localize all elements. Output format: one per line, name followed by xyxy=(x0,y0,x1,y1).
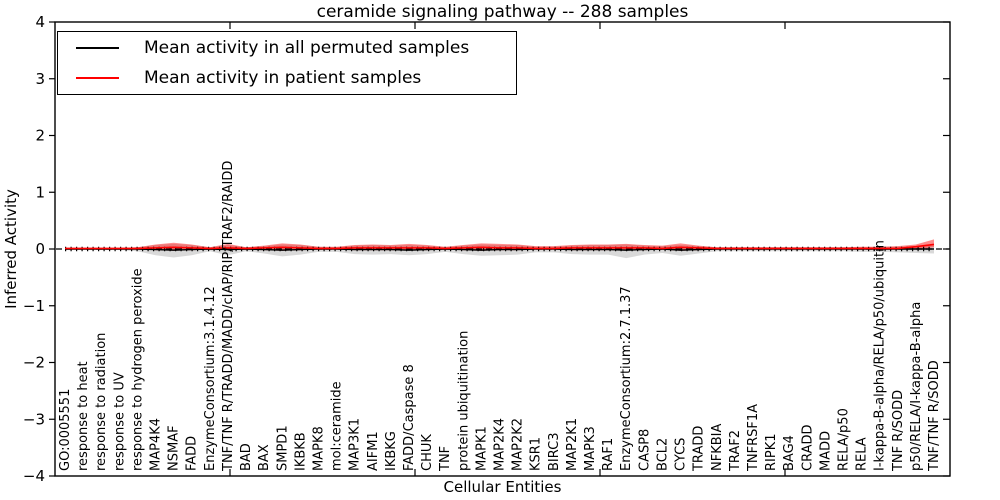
x-tick-label: response to radiation xyxy=(94,333,109,471)
x-tick-label: MAP2K1 xyxy=(565,418,580,471)
x-axis-title: Cellular Entities xyxy=(443,478,562,496)
x-tick-label: NFKBIA xyxy=(710,424,725,471)
x-tick-label: NSMAF xyxy=(167,425,182,471)
x-tick-label: TRADD xyxy=(692,426,707,472)
x-tick-label: BCL2 xyxy=(655,438,670,471)
x-tick-label: MAPK8 xyxy=(311,426,326,471)
x-tick-label: FADD/Caspase 8 xyxy=(402,364,417,471)
x-tick-label: protein ubiquitination xyxy=(456,331,471,471)
y-tick-label: 1 xyxy=(35,183,45,201)
x-tick-label: RELA xyxy=(855,437,870,471)
x-tick-label: SMPD1 xyxy=(275,425,290,471)
x-tick-label: p50/RELA/I-kappa-B-alpha xyxy=(909,302,924,471)
x-tick-label: response to UV xyxy=(112,372,127,471)
y-tick-label: −1 xyxy=(23,297,45,315)
x-tick-label: MADD xyxy=(818,431,833,471)
x-tick-label: MAP2K2 xyxy=(511,418,526,471)
patient-line-swatch xyxy=(76,76,119,79)
x-tick-label: KSR1 xyxy=(529,437,544,471)
x-tick-label: TNFRSF1A xyxy=(746,404,761,472)
x-tick-label: TRAF2 xyxy=(728,430,743,472)
x-tick-label: RELA/p50 xyxy=(836,408,851,471)
x-tick-label: CRADD xyxy=(800,425,815,472)
patient-mean-line xyxy=(65,243,935,250)
chart-title: ceramide signaling pathway -- 288 sample… xyxy=(316,2,689,22)
y-tick-label: 4 xyxy=(35,13,45,31)
y-axis-title: Inferred Activity xyxy=(2,189,20,309)
x-tick-label: mol:ceramide xyxy=(330,381,345,471)
x-tick-label: RIPK1 xyxy=(764,433,779,471)
x-tick-label: response to heat xyxy=(76,361,91,471)
x-tick-label: MAP2K4 xyxy=(493,418,508,471)
x-tick-label: IKBKG xyxy=(384,431,399,471)
x-tick-label: TNF/TNF R/TRADD/MADD/cIAP/RIP/TRAF2/RAID… xyxy=(221,161,236,472)
x-tick-label: I-kappa-B-alpha/RELA/p50/ubiquitin xyxy=(873,240,888,471)
x-tick-label: TNF R/SODD xyxy=(891,390,906,472)
permuted-line-swatch xyxy=(76,47,119,50)
axes-frame xyxy=(54,21,951,477)
legend-label-patient: Mean activity in patient samples xyxy=(144,67,422,88)
x-tick-label: AIFM1 xyxy=(366,431,381,471)
x-tick-label: TNF xyxy=(438,446,453,472)
legend-label-permuted: Mean activity in all permuted samples xyxy=(144,38,470,59)
x-tick-label: CASP8 xyxy=(637,429,652,471)
x-tick-label: FADD xyxy=(185,436,200,471)
y-tick-label: 3 xyxy=(35,70,45,88)
legend-item-permuted: Mean activity in all permuted samples xyxy=(58,35,516,61)
x-tick-label: IKBKB xyxy=(293,432,308,471)
x-tick-label: MAP3K1 xyxy=(348,418,363,471)
y-tick-label: 2 xyxy=(35,127,45,145)
x-tick-label: CHUK xyxy=(420,434,435,471)
x-tick-label: BAG4 xyxy=(782,435,797,471)
y-tick-label: 0 xyxy=(35,240,45,258)
legend-item-patient: Mean activity in patient samples xyxy=(58,65,516,91)
x-tick-label: CYCS xyxy=(674,438,689,471)
x-tick-label: GO:0005551 xyxy=(58,389,73,471)
x-tick-label: EnzymeConsortium:3.1.4.12 xyxy=(203,286,218,471)
x-tick-label: BAX xyxy=(257,444,272,471)
x-tick-label: MAPK1 xyxy=(474,426,489,471)
x-tick-label: BIRC3 xyxy=(547,433,562,472)
x-tick-label: MAPK3 xyxy=(583,426,598,471)
x-tick-label: EnzymeConsortium:2.7.1.37 xyxy=(619,286,634,471)
legend: Mean activity in all permuted samples Me… xyxy=(57,31,517,95)
y-tick-label: −2 xyxy=(23,354,45,372)
y-tick-label: −4 xyxy=(23,467,45,485)
y-tick-label: −3 xyxy=(23,410,45,428)
x-tick-label: BAD xyxy=(239,443,254,471)
x-tick-label: TNF/TNF R/SODD xyxy=(927,360,942,472)
x-tick-label: MAP4K4 xyxy=(149,418,164,471)
x-tick-label: response to hydrogen peroxide xyxy=(130,268,145,471)
x-tick-label: RAF1 xyxy=(601,438,616,471)
